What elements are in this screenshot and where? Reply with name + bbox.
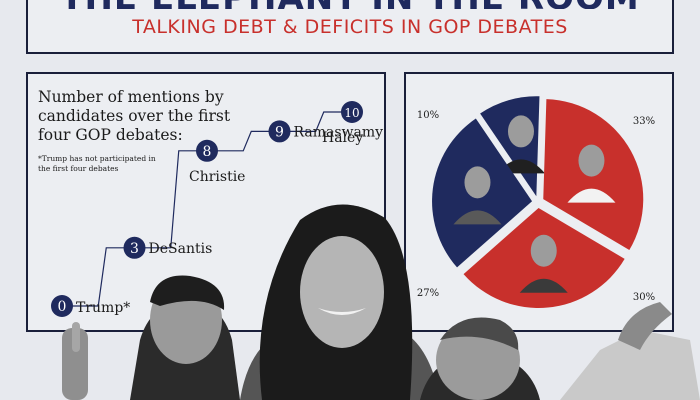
christie-photo [420,317,540,400]
pie-chart-panel: 10% 33% 30% 27% [404,72,674,332]
mention-point [196,139,218,162]
candidate-portrait-body [519,278,568,293]
candidate-portrait [578,144,605,177]
mention-point [51,295,73,317]
candidate-portrait-body [567,188,616,203]
pointing-arm-photo [560,302,700,400]
candidate-portrait-body [453,210,502,225]
ramaswamy-photo [62,275,240,400]
candidate-portrait [507,115,534,148]
pie-percent-label: 27% [417,288,439,299]
pie-chart: 10% 33% 30% 27% [417,96,655,308]
candidate-label: Haley [322,130,363,146]
candidate-label: Ramaswamy [294,124,384,140]
mention-point [341,101,363,123]
mention-value-label: 0 [58,299,67,315]
pie-percent-label: 33% [633,116,655,127]
mention-point [268,120,291,143]
candidate-label: Trump* [76,300,130,316]
candidate-label: Christie [189,169,245,185]
candidate-photos [62,204,700,400]
mention-value-label: 8 [203,144,212,160]
header-banner: THE ELEPHANT IN THE ROOM TALKING DEBT & … [26,0,674,54]
pie-percent-label: 30% [633,292,655,303]
mention-value-label: 10 [344,106,359,120]
pie-percent-label: 10% [417,110,439,121]
mention-value-label: 3 [130,241,139,257]
page-title: THE ELEPHANT IN THE ROOM [28,0,672,9]
chart-title: Number of mentions by candidates over th… [38,88,231,144]
page-subtitle: TALKING DEBT & DEFICITS IN GOP DEBATES [132,16,568,38]
candidate-portrait [464,166,491,199]
haley-photo [240,204,440,400]
mention-value-label: 9 [275,124,284,140]
line-chart: 0 Trump* 3 DeSantis 8 Christie 9 Ramaswamy 10 Hal… [51,101,384,317]
candidate-label: DeSantis [149,241,213,257]
chart-footnote: *Trump has not participated in the first… [38,154,156,173]
mention-point [123,236,146,259]
candidate-portrait [530,234,557,267]
